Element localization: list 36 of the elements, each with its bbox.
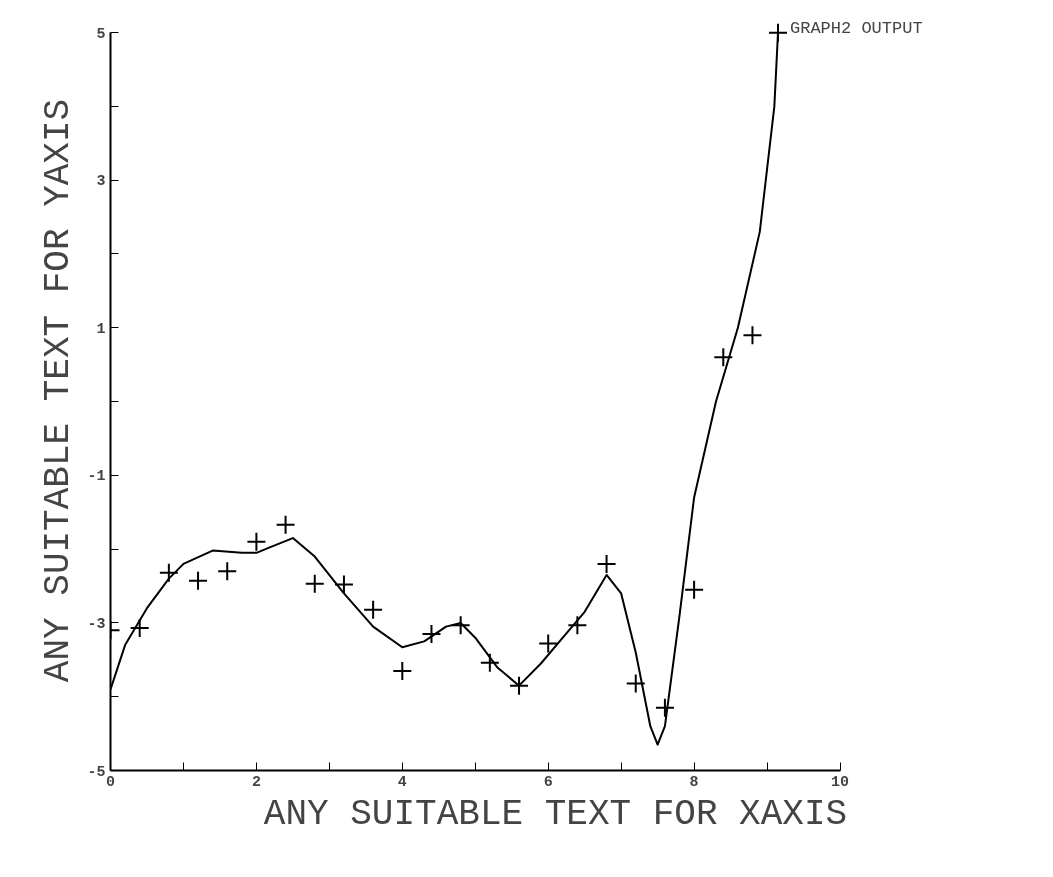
point <box>188 570 209 591</box>
x-tick-label: 8 <box>689 773 699 791</box>
point <box>684 579 705 600</box>
point <box>713 347 734 368</box>
point <box>596 553 617 574</box>
point <box>509 675 530 696</box>
y-tick-label: 3 <box>96 173 106 191</box>
point <box>246 531 267 552</box>
annotation: GRAPH2 OUTPUT <box>790 19 923 39</box>
point <box>479 652 500 673</box>
point <box>392 660 413 681</box>
point <box>217 561 238 582</box>
point <box>654 697 675 718</box>
point <box>625 673 646 694</box>
point <box>567 615 588 636</box>
y-tick-label: -3 <box>87 615 106 633</box>
y-tick-label: 5 <box>96 25 106 43</box>
x-tick-label: 4 <box>397 773 407 791</box>
y-axis-title: ANY SUITABLE TEXT FOR YAXIS <box>38 98 80 683</box>
point <box>333 574 354 595</box>
y-tick-label: 1 <box>96 320 106 338</box>
x-tick-label: 2 <box>251 773 261 791</box>
point <box>421 624 442 644</box>
point <box>129 618 150 639</box>
point <box>158 562 179 583</box>
y-tick-label: -5 <box>87 763 106 781</box>
point <box>363 599 384 620</box>
x-tick-label: 6 <box>543 773 553 791</box>
point <box>304 573 325 594</box>
x-tick-label: 10 <box>831 773 850 791</box>
point <box>275 514 296 535</box>
x-tick-label: 0 <box>106 773 116 791</box>
y-tick-label: -1 <box>87 468 106 486</box>
x-axis-title: ANY SUITABLE TEXT FOR XAXIS <box>263 793 848 835</box>
point <box>742 325 763 346</box>
point <box>538 633 559 654</box>
